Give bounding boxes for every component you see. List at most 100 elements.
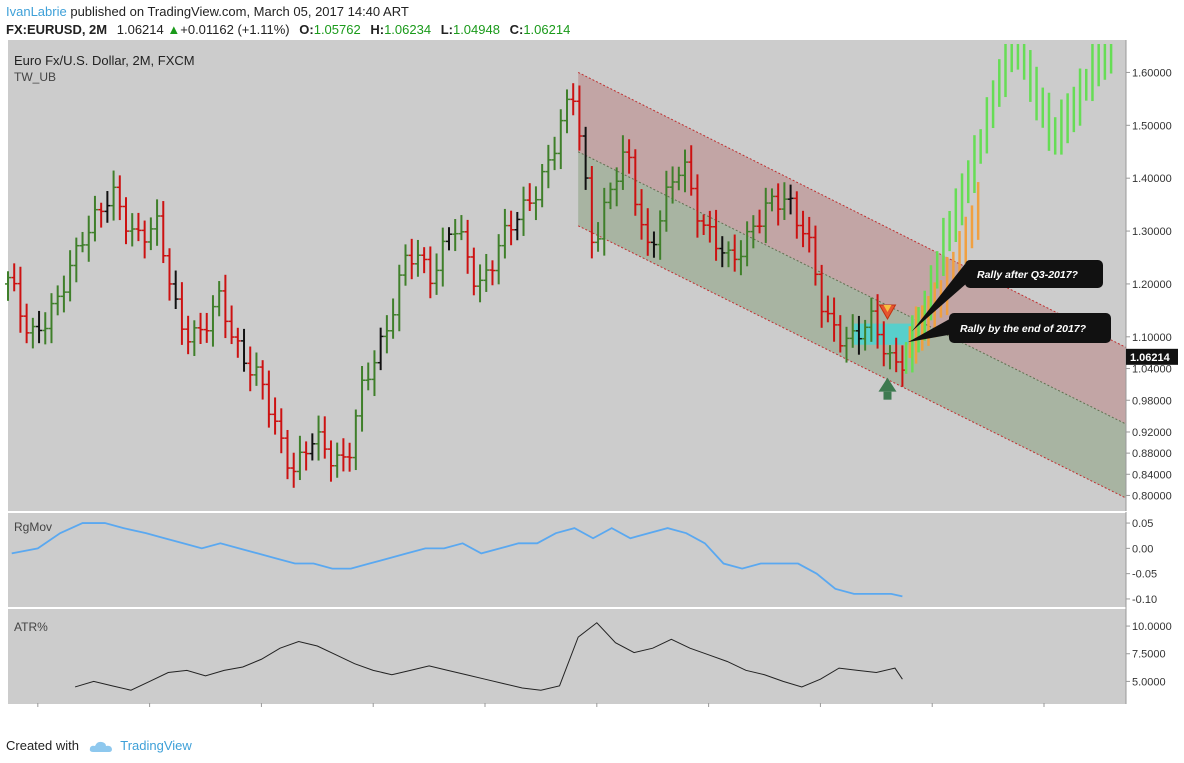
ohlc-bar (141, 220, 148, 259)
callout-rally-2017-text: Rally by the end of 2017? (960, 323, 1087, 335)
atr-series (74, 622, 903, 691)
ohlc-bar (42, 312, 49, 345)
ohlc-bar (800, 210, 807, 248)
ohlc-bar (601, 187, 608, 256)
ohlc-bar (768, 188, 775, 212)
rgmov-panel-background (8, 513, 1126, 607)
ohlc-bar (539, 163, 546, 208)
channel-mid-line (577, 151, 1127, 425)
ohlc-bar (762, 187, 769, 244)
price-chart-title: Euro Fx/U.S. Dollar, 2M, FXCM (14, 53, 195, 68)
ohlc-bar (222, 274, 229, 339)
ohlc-bar (657, 210, 664, 260)
ohlc-bar (253, 352, 260, 386)
ohlc-bar (638, 189, 645, 240)
ohlc-bar (731, 234, 738, 272)
low-value: 1.04948 (452, 22, 500, 37)
close-value: 1.06214 (523, 22, 571, 37)
ohlc-bar (775, 183, 782, 226)
ohlc-bar (787, 184, 794, 215)
published-text: published on TradingView.com, March 05, … (70, 4, 409, 19)
ohlc-bar (458, 215, 465, 241)
ohlc-bar (110, 170, 117, 221)
ohlc-bar (427, 246, 434, 299)
ohlc-bar (365, 362, 372, 391)
atr-panel: ATR% 10.0000 7.5000 5.0000 (8, 609, 1172, 704)
ohlc-bar (104, 191, 111, 223)
ohlc-bar (855, 315, 862, 355)
rgmov-series (11, 522, 903, 598)
rgmov-title: RgMov (14, 520, 52, 534)
open-value: 1.05762 (313, 22, 361, 37)
callout-pointer (911, 264, 975, 332)
rgmov-line (11, 522, 903, 598)
ohlc-bar (675, 166, 682, 191)
signal-markers (878, 304, 897, 400)
cloud-logo-icon (89, 741, 112, 752)
close-label: C: (509, 22, 524, 37)
ohlc-bar (272, 397, 279, 435)
ohlc-bar (893, 337, 900, 373)
price-panel[interactable]: Euro Fx/U.S. Dollar, 2M, FXCM TW_UB 1.60… (5, 40, 1178, 511)
ohlc-bar (737, 240, 744, 276)
ohlc-bar (36, 310, 43, 344)
atr-title: ATR% (14, 620, 48, 634)
ohlc-bar (632, 149, 639, 216)
ohlc-bar (806, 216, 813, 253)
ohlc-bar (129, 213, 136, 247)
rgmov-tick-label: 0.00 (1132, 543, 1153, 555)
ohlc-bar (247, 346, 254, 392)
high-value: 1.06234 (384, 22, 432, 37)
ohlc-bar (663, 170, 670, 232)
ohlc-bar (377, 327, 384, 371)
author-link[interactable]: IvanLabrie (6, 4, 67, 19)
created-with-text: Created with (6, 738, 79, 753)
last-price-badge (1126, 348, 1178, 365)
chart-area[interactable]: Euro Fx/U.S. Dollar, 2M, FXCM TW_UB 1.60… (0, 40, 1184, 708)
ohlc-bar (588, 165, 595, 259)
ohlc-bar (706, 210, 713, 243)
ohlc-bar (309, 433, 316, 461)
ohlc-bar (284, 429, 291, 480)
ohlc-bar (340, 438, 347, 472)
rgmov-tick-label: -0.05 (1132, 569, 1157, 581)
price-axis[interactable]: 1.60000 1.50000 1.40000 1.30000 1.20000 1.100… (1125, 40, 1178, 511)
ohlc-bar (812, 225, 819, 286)
ohlc-bar (824, 295, 831, 323)
ohlc-bar (197, 312, 204, 344)
ohlc-bar (23, 303, 30, 344)
ohlc-bar (48, 293, 55, 344)
ohlc-bar (700, 214, 707, 235)
ohlc-bar (154, 199, 161, 246)
ohlc-bar (346, 442, 353, 472)
ohlc-bar (874, 294, 881, 349)
price-tick-label: 1.50000 (1132, 120, 1172, 132)
symbol-name: FX:EURUSD, 2M (6, 22, 108, 37)
ohlc-bar (11, 263, 18, 292)
ohlc-bar (526, 183, 533, 211)
ohlc-bar (725, 241, 732, 268)
ohlc-bar (191, 320, 198, 357)
symbol-info-bar: FX:EURUSD, 2M 1.06214 ▲+0.01162 (+1.11%)… (6, 22, 570, 37)
ohlc-bars (5, 83, 906, 488)
ohlc-bar (756, 209, 763, 234)
ohlc-bar (241, 328, 248, 372)
time-axis[interactable]: 1994199720002003200620092012201520182021 (8, 702, 1126, 708)
ohlc-bar (135, 212, 142, 242)
ohlc-bar (532, 186, 539, 221)
ohlc-bar (203, 312, 210, 343)
ohlc-bar (54, 285, 61, 316)
ohlc-bar (383, 315, 390, 354)
ohlc-bar (209, 295, 216, 347)
ohlc-bar (439, 227, 446, 287)
ohlc-bar (837, 315, 844, 353)
ohlc-bar (793, 191, 800, 239)
price-tick-label: 0.98000 (1132, 395, 1172, 407)
ohlc-bar (234, 327, 241, 358)
ohlc-bar (296, 435, 303, 481)
tradingview-link[interactable]: TradingView (120, 738, 192, 753)
callout-box (949, 313, 1111, 343)
ohlc-bar (452, 219, 459, 252)
ohlc-bar (303, 441, 310, 471)
channel-bottom-line (577, 225, 1127, 499)
